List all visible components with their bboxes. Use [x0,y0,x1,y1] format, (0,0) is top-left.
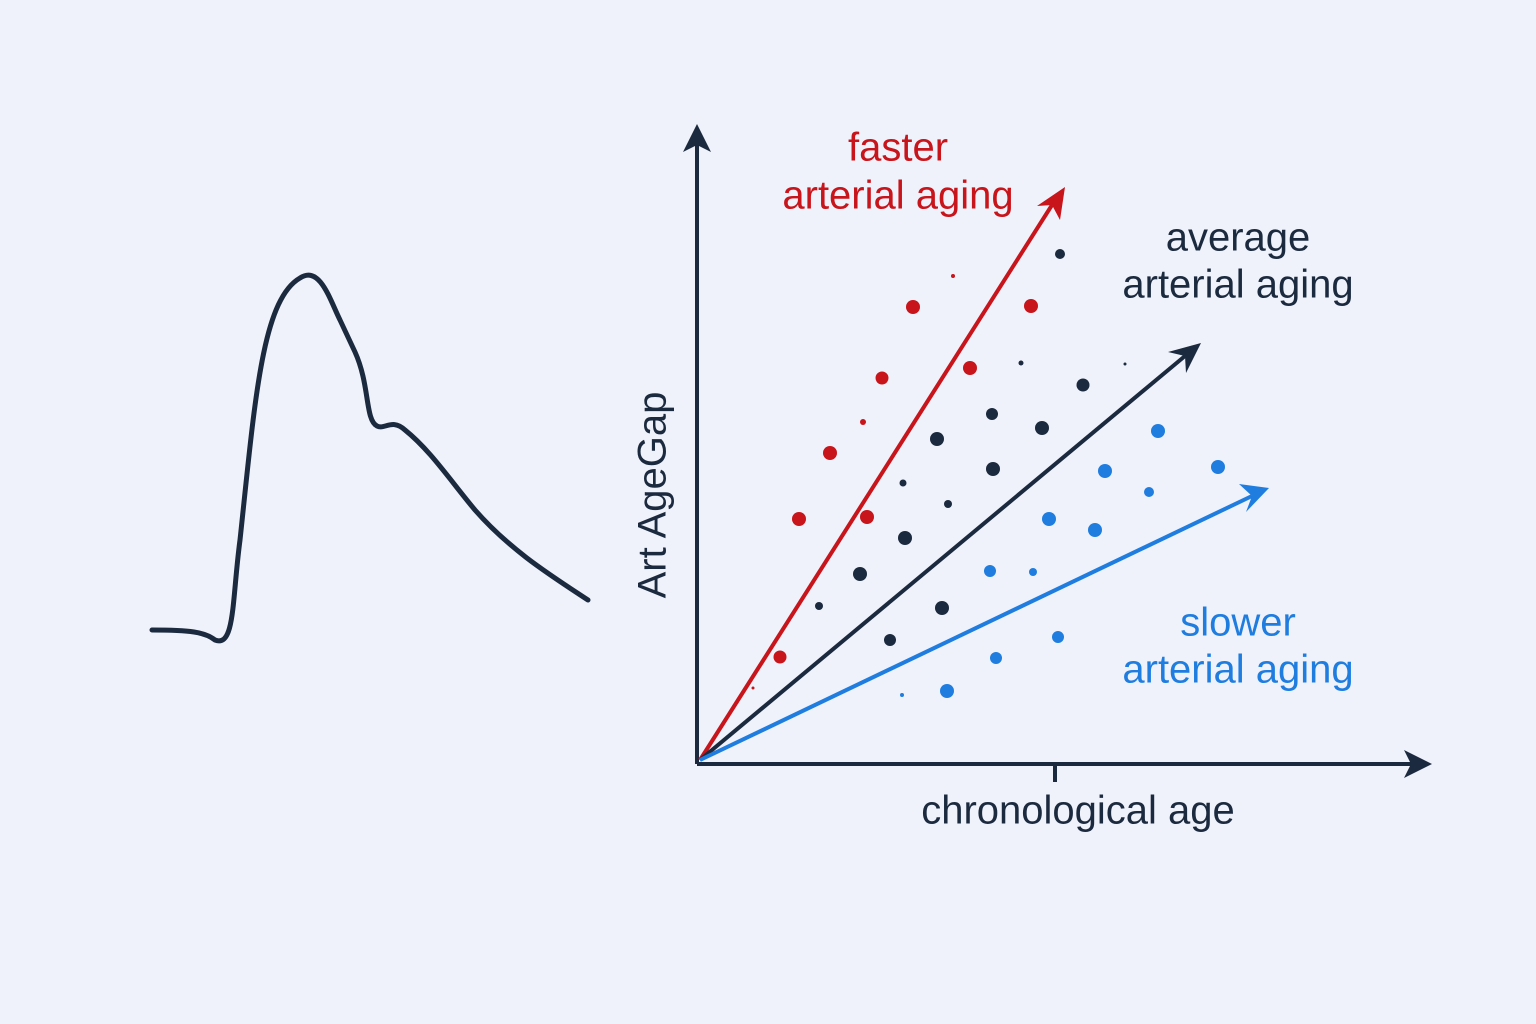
dot [815,602,823,610]
dot [900,693,904,697]
dot [1076,378,1090,392]
dot [1024,299,1038,313]
dot [1088,523,1102,537]
dot [860,419,866,425]
average-arrow-head [1168,343,1201,373]
dot [1211,460,1225,474]
slower-label: arterial aging [1122,648,1353,692]
slow-arrow [699,494,1253,762]
scatter-dots [751,249,1225,698]
dot [930,432,944,446]
dot [1035,421,1049,435]
faster-label: arterial aging [782,174,1013,218]
dot [1042,512,1056,526]
dot [1052,631,1064,643]
average-label: arterial aging [1122,263,1353,307]
dot [986,408,998,420]
dot [935,601,949,615]
dot [1144,487,1154,497]
dot [1098,464,1112,478]
dot [860,510,874,524]
slower-label: slower [1180,601,1296,645]
dot [1123,362,1127,366]
x-axis-label: chronological age [921,789,1235,833]
dot [792,512,806,526]
dot [1029,568,1037,576]
slow-arrow-head [1239,484,1269,512]
fast-arrow-head [1037,187,1065,220]
dot [984,565,996,577]
y-axis-arrow [683,124,711,152]
faster-label: faster [848,126,948,170]
dot [773,650,787,664]
fast-arrow [698,203,1054,762]
y-axis-label: Art AgeGap [631,392,675,599]
dot [899,479,907,487]
x-axis-arrow [1404,750,1432,778]
dot [1018,360,1024,366]
average-label: average [1166,216,1311,260]
dot [875,371,889,385]
dot [1055,249,1065,259]
dot [906,300,920,314]
dot [884,634,896,646]
dot [986,462,1000,476]
dot [944,500,952,508]
dot [990,652,1002,664]
dot [853,567,867,581]
average-arrow [698,354,1187,762]
pulse-waveform [149,272,591,644]
dot [1151,424,1165,438]
dot [751,686,755,690]
dot [940,684,954,698]
dot [951,274,955,278]
dot [898,531,912,545]
dot [963,361,977,375]
dot [823,446,837,460]
